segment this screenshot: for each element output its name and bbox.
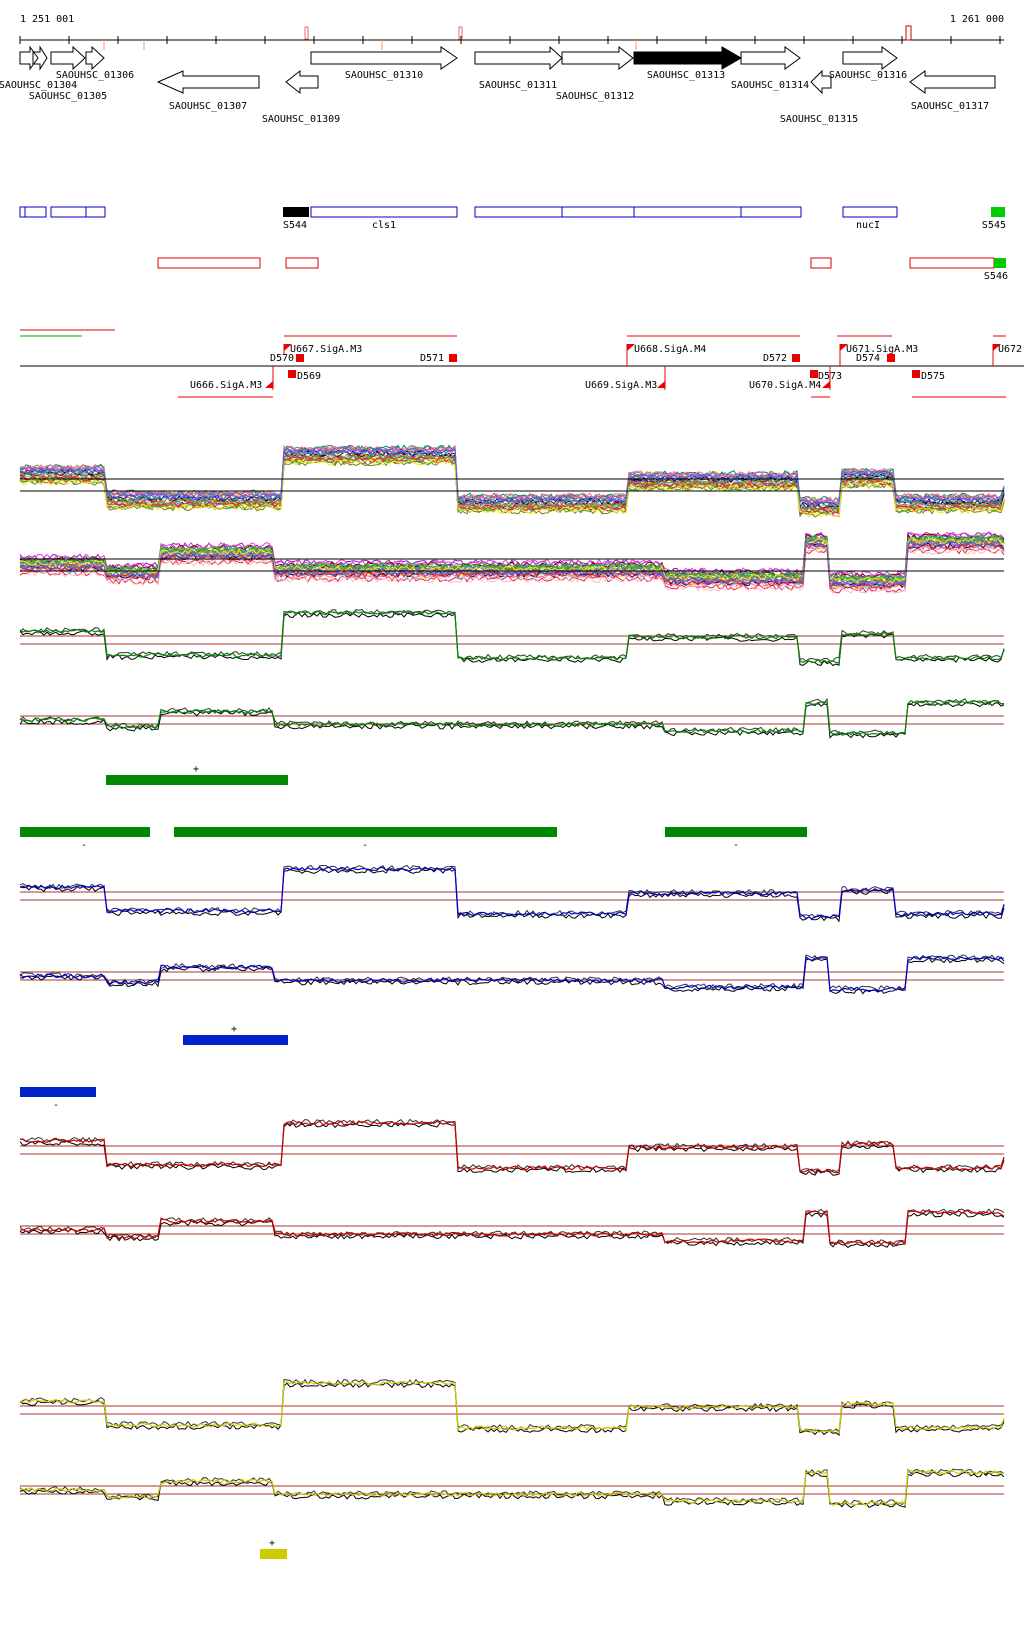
bar-green-minus-3[interactable]: [665, 827, 807, 837]
gene-arrow-01316[interactable]: [842, 46, 898, 70]
expression-trace: [19, 458, 1005, 518]
label-D572: D572: [763, 353, 787, 364]
expression-trace: [19, 701, 1005, 739]
label-U667: U667.SigA.M3: [290, 344, 362, 355]
expression-trace: [19, 867, 1005, 923]
gene-arrow-01314[interactable]: [740, 46, 801, 70]
expression-trace: [19, 955, 1005, 992]
expression-trace: [19, 1380, 1005, 1434]
gene-label: SAOUHSC_01314: [731, 80, 809, 91]
expression-trace: [19, 954, 1005, 992]
feature-cls1[interactable]: [310, 206, 458, 218]
label-S545: S545: [982, 220, 1006, 231]
significance-bars: + - - - + - +: [20, 764, 807, 1559]
sign-blue-minus: -: [53, 1100, 59, 1111]
bar-blue-minus[interactable]: [20, 1087, 96, 1097]
gene-arrow-01317[interactable]: [909, 70, 996, 94]
gene-label: SAOUHSC_01317: [911, 101, 989, 112]
bar-yellow-plus[interactable]: [260, 1549, 287, 1559]
sign-blue-plus: +: [231, 1024, 237, 1035]
promoter-terminator-track: U667.SigA.M3 U668.SigA.M4 U671.SigA.M3 U…: [20, 329, 1024, 398]
label-U668: U668.SigA.M4: [634, 344, 706, 355]
gene-label: SAOUHSC_01306: [56, 70, 134, 81]
label-U666: U666.SigA.M3: [190, 380, 262, 391]
gene-label: SAOUHSC_01309: [262, 114, 340, 125]
feature-nucI[interactable]: [842, 206, 898, 218]
ruler-start-label: 1 251 001: [20, 14, 74, 25]
expression-trace: [19, 447, 1005, 507]
gene-label: SAOUHSC_01311: [479, 80, 557, 91]
bar-green-plus[interactable]: [106, 775, 288, 785]
expression-trace: [19, 697, 1005, 736]
bar-green-minus-2[interactable]: [174, 827, 557, 837]
gene-label: SAOUHSC_01313: [647, 70, 725, 81]
expression-trace: [19, 866, 1005, 920]
expression-trace: [19, 540, 1005, 587]
expression-trace: [19, 1469, 1004, 1506]
expression-trace: [19, 531, 1005, 578]
label-D570: D570: [270, 353, 294, 364]
feature-S544[interactable]: [283, 207, 309, 217]
label-U671: U671.SigA.M3: [846, 344, 918, 355]
gene-label: SAOUHSC_01305: [29, 91, 107, 102]
gene-label: SAOUHSC_01315: [780, 114, 858, 125]
label-U670: U670.SigA.M4: [749, 380, 821, 391]
expression-trace: [19, 957, 1005, 995]
expression-trace: [19, 534, 1005, 581]
expression-trace: [19, 537, 1005, 584]
gene-arrow-01315[interactable]: [810, 69, 832, 95]
gene-label: SAOUHSC_01312: [556, 91, 634, 102]
gene-arrow-01307[interactable]: [156, 70, 260, 94]
gene-arrow-01306a[interactable]: [50, 45, 86, 71]
gene-label: SAOUHSC_01316: [829, 70, 907, 81]
label-D571: D571: [420, 353, 444, 364]
sign-green-minus-3: -: [733, 840, 739, 851]
sign-green-plus: +: [193, 764, 199, 775]
gene-arrow-01309[interactable]: [285, 69, 319, 95]
feature-S545[interactable]: [991, 207, 1005, 217]
label-S546: S546: [984, 271, 1008, 282]
sign-green-minus-2: -: [362, 840, 368, 851]
label-S544: S544: [283, 220, 307, 231]
expression-trace: [19, 547, 1005, 594]
label-D575: D575: [921, 371, 945, 382]
sign-yellow-plus: +: [269, 1538, 275, 1549]
feature-track-blue: S544 cls1 nucI S545: [19, 206, 1006, 231]
expression-trace: [19, 1120, 1005, 1174]
label-U669: U669.SigA.M3: [585, 380, 657, 391]
expression-trace: [19, 699, 1005, 736]
gene-arrow-01304[interactable]: [19, 45, 39, 71]
bar-green-minus-1[interactable]: [20, 827, 150, 837]
gene-arrow-01310[interactable]: [310, 46, 458, 70]
bar-blue-plus[interactable]: [183, 1035, 288, 1045]
label-nucI: nucI: [856, 220, 880, 231]
label-U672: U672: [998, 344, 1022, 355]
gene-arrow-01305[interactable]: [32, 45, 48, 71]
coordinate-ruler: 1 251 001 1 261 000: [19, 14, 1004, 44]
sign-green-minus-1: -: [81, 840, 87, 851]
gene-label: SAOUHSC_01310: [345, 70, 423, 81]
gene-arrow-01306b[interactable]: [85, 45, 105, 71]
gene-label: SAOUHSC_01307: [169, 101, 247, 112]
gene-label: SAOUHSC_01304: [0, 80, 77, 91]
gene-arrow-01311[interactable]: [474, 45, 563, 71]
ruler-end-label: 1 261 000: [950, 14, 1004, 25]
feature-S546[interactable]: [994, 258, 1006, 268]
label-D569: D569: [297, 371, 321, 382]
expression-tracks: [19, 444, 1005, 1509]
expression-trace: [19, 610, 1005, 664]
label-D574: D574: [856, 353, 880, 364]
expression-trace: [19, 1210, 1005, 1246]
label-cls1: cls1: [372, 220, 396, 231]
expression-trace: [19, 1468, 1005, 1506]
gene-arrow-01313[interactable]: [633, 46, 742, 70]
expression-trace: [19, 1471, 1005, 1509]
label-D573: D573: [818, 371, 842, 382]
expression-trace: [19, 547, 1005, 595]
feature-track-red: S546: [157, 257, 1008, 282]
gene-arrow-01312[interactable]: [561, 45, 634, 71]
